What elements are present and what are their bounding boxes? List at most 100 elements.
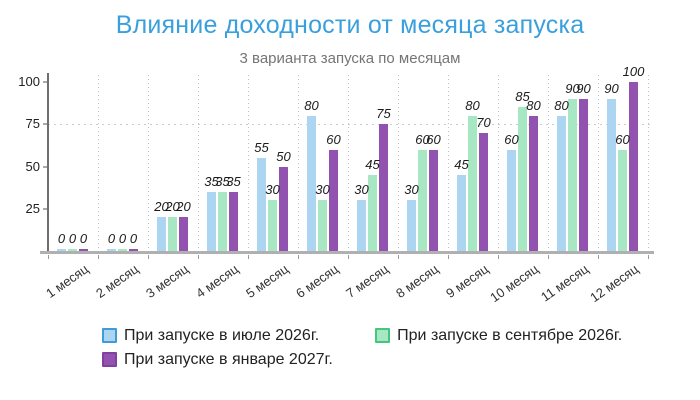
bar bbox=[329, 149, 338, 251]
bar bbox=[257, 158, 266, 251]
chart-title: Влияние доходности от месяца запуска bbox=[115, 11, 585, 39]
x-tick bbox=[598, 255, 599, 259]
bar-value-label: 60 bbox=[326, 131, 341, 147]
v-gridline bbox=[98, 75, 99, 251]
x-tick bbox=[448, 255, 449, 259]
bar bbox=[368, 174, 377, 251]
v-gridline bbox=[548, 75, 549, 251]
bar bbox=[307, 115, 316, 251]
v-gridline bbox=[148, 75, 149, 251]
y-tick-label: 100 bbox=[18, 74, 40, 89]
bar bbox=[607, 98, 616, 251]
bar-value-label: 80 bbox=[554, 97, 569, 113]
v-gridline bbox=[598, 75, 599, 251]
bar-value-label: 0 bbox=[129, 231, 138, 246]
bar bbox=[129, 249, 138, 251]
bar bbox=[279, 166, 288, 251]
bar-value-label: 55 bbox=[254, 140, 269, 156]
bar bbox=[529, 115, 538, 251]
legend-row-1: При запуске в июле 2026г. При запуске в с… bbox=[102, 325, 698, 346]
legend-swatch bbox=[102, 328, 117, 343]
bar bbox=[79, 249, 88, 251]
h-gridline bbox=[48, 124, 654, 125]
x-tick bbox=[398, 255, 399, 259]
v-gridline bbox=[248, 75, 249, 251]
legend-item: При запуске в июле 2026г. bbox=[102, 325, 319, 346]
bar-value-label: 0 bbox=[107, 231, 116, 246]
x-tick bbox=[298, 255, 299, 259]
bar-value-label: 20 bbox=[165, 199, 180, 215]
v-gridline bbox=[398, 75, 399, 251]
bar-value-label: 35 bbox=[226, 173, 241, 189]
bar-value-label: 75 bbox=[376, 106, 391, 122]
bar bbox=[518, 107, 527, 251]
bar-value-label: 20 bbox=[154, 199, 169, 215]
x-tick bbox=[48, 255, 49, 259]
bar bbox=[268, 200, 277, 251]
bar bbox=[229, 191, 238, 251]
bar-value-label: 45 bbox=[365, 156, 380, 172]
bar-value-label: 35 bbox=[204, 173, 219, 189]
y-tick-label: 75 bbox=[25, 116, 40, 132]
bar-value-label: 0 bbox=[57, 231, 66, 246]
bar bbox=[579, 98, 588, 251]
legend-label: При запуске в июле 2026г. bbox=[124, 327, 320, 344]
bar-value-label: 60 bbox=[615, 131, 630, 147]
x-tick bbox=[98, 255, 99, 259]
bar bbox=[57, 249, 66, 251]
bar bbox=[179, 217, 188, 251]
bar-value-label: 70 bbox=[476, 114, 491, 130]
bar-value-label: 100 bbox=[622, 64, 645, 79]
bar bbox=[157, 217, 166, 251]
bar-value-label: 0 bbox=[79, 231, 88, 246]
bar bbox=[407, 200, 416, 251]
bar-value-label: 45 bbox=[454, 156, 469, 172]
bar bbox=[429, 149, 438, 251]
bar bbox=[618, 149, 627, 251]
x-tick bbox=[198, 255, 199, 259]
legend-row-2: При запуске в январе 2027г. bbox=[102, 349, 698, 370]
bar-value-label: 90 bbox=[565, 80, 580, 96]
legend-item: При запуске в январе 2027г. bbox=[102, 349, 333, 370]
bar-value-label: 35 bbox=[215, 173, 230, 189]
v-gridline bbox=[298, 75, 299, 251]
bar bbox=[318, 200, 327, 251]
y-axis-line bbox=[47, 73, 49, 254]
bar bbox=[468, 115, 477, 251]
bar bbox=[507, 149, 516, 251]
bar-value-label: 30 bbox=[404, 182, 419, 198]
bar bbox=[557, 115, 566, 251]
bar-value-label: 20 bbox=[176, 199, 191, 215]
bar-value-label: 30 bbox=[354, 182, 369, 198]
v-gridline bbox=[498, 75, 499, 251]
bar-value-label: 80 bbox=[304, 97, 319, 113]
x-tick bbox=[648, 255, 649, 259]
bar bbox=[107, 249, 116, 251]
bar bbox=[418, 149, 427, 251]
legend-swatch bbox=[375, 328, 391, 343]
bar-value-label: 80 bbox=[465, 97, 480, 113]
y-tick-label: 50 bbox=[25, 158, 40, 174]
bar bbox=[457, 174, 466, 251]
legend-label: При запуске в январе 2027г. bbox=[124, 351, 333, 368]
chart-subtitle: 3 варианта запуска по месяцам bbox=[239, 50, 461, 67]
v-gridline bbox=[348, 75, 349, 251]
x-axis-line bbox=[40, 251, 654, 254]
bar bbox=[357, 200, 366, 251]
bar-value-label: 30 bbox=[265, 182, 280, 198]
legend-swatch bbox=[102, 352, 117, 367]
y-tick bbox=[43, 123, 47, 126]
bar-value-label: 60 bbox=[415, 131, 430, 147]
bar-value-label: 90 bbox=[576, 80, 591, 96]
bar-value-label: 0 bbox=[118, 231, 127, 246]
bar bbox=[218, 191, 227, 251]
v-gridline bbox=[448, 75, 449, 251]
y-tick bbox=[43, 165, 47, 168]
bar-value-label: 0 bbox=[68, 231, 77, 246]
bar bbox=[379, 124, 388, 251]
x-tick bbox=[348, 255, 349, 259]
bar bbox=[629, 82, 638, 251]
x-tick bbox=[148, 255, 149, 259]
bar bbox=[479, 132, 488, 251]
bar-value-label: 90 bbox=[604, 80, 619, 96]
